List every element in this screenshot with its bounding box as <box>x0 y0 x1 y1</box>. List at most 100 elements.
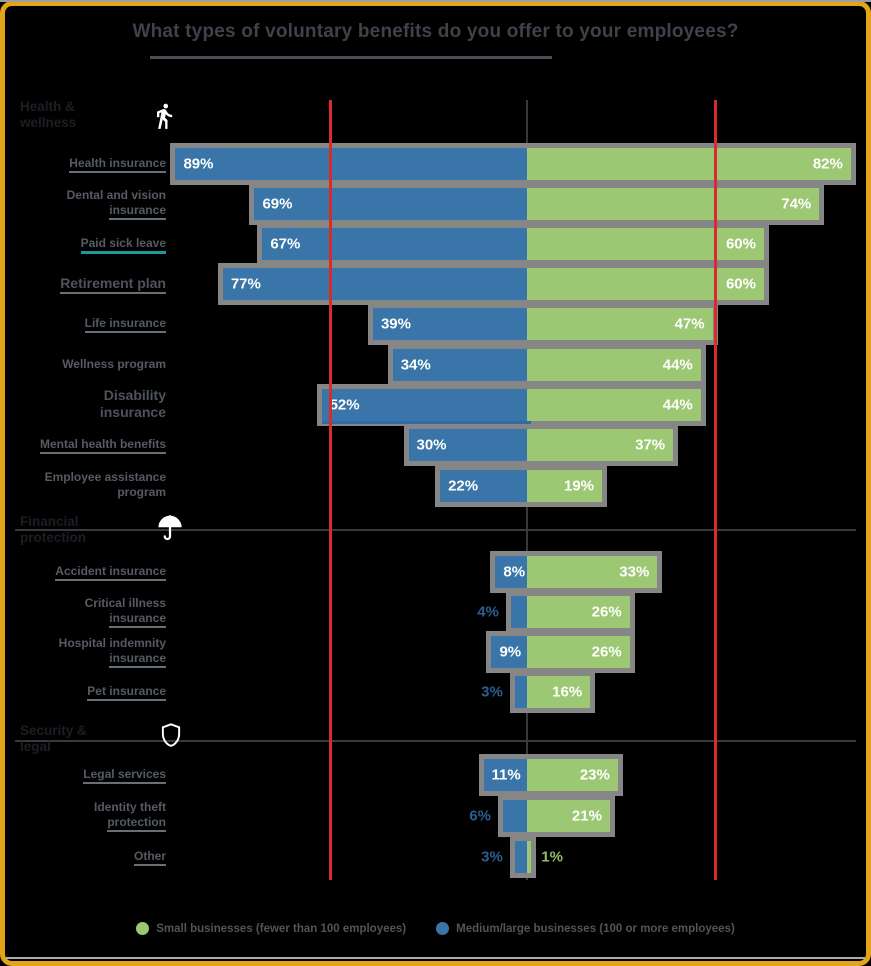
bar-value-left: 11% <box>491 766 521 784</box>
group-heading: Security & legal <box>20 723 87 754</box>
bar-right-green <box>526 268 764 300</box>
category-label[interactable]: Pet insurance <box>8 684 166 701</box>
bar-value-left: 3% <box>481 848 503 866</box>
umbrella-icon <box>155 511 185 548</box>
bar-value-left: 69% <box>262 195 293 213</box>
category-label[interactable]: Hospital indemnity insurance <box>8 636 166 668</box>
bar-row: 69% 74% <box>254 188 820 220</box>
shield-icon <box>158 721 184 756</box>
legend-label: Medium/large businesses (100 or more emp… <box>456 922 735 935</box>
bar-value-left: 22% <box>448 477 479 495</box>
bar-value-right: 26% <box>591 603 622 621</box>
bar-row: 52% 44% <box>321 389 701 421</box>
bar-left-blue <box>321 389 527 421</box>
bar-value-left: 30% <box>416 436 447 454</box>
legend: Small businesses (fewer than 100 employe… <box>0 922 871 935</box>
section-divider-line <box>15 529 856 531</box>
bar-right-green <box>526 228 764 260</box>
group-heading: Financial protection <box>20 514 86 545</box>
bar-value-left: 3% <box>481 683 503 701</box>
category-label[interactable]: Dental and vision insurance <box>8 188 166 220</box>
bar-right-green <box>527 429 674 461</box>
title-underline-rule <box>150 56 552 59</box>
bar-row: 11% 23% <box>483 759 618 791</box>
legend-label: Small businesses (fewer than 100 employe… <box>156 922 407 935</box>
bar-row: 3% 1% <box>481 841 563 873</box>
category-label[interactable]: Paid sick leave <box>8 236 166 254</box>
bar-right-green <box>526 188 820 220</box>
bar-value-left: 34% <box>400 356 431 374</box>
bar-left-blue <box>515 676 527 708</box>
category-label[interactable]: Identity theft protection <box>8 800 166 832</box>
bar-value-right: 23% <box>579 766 610 784</box>
bar-value-left: 89% <box>183 155 214 173</box>
bar-row: 4% 26% <box>477 596 630 628</box>
bar-left-blue <box>503 800 527 832</box>
bar-right-green <box>526 759 618 791</box>
bar-right-green <box>526 148 851 180</box>
category-label: Disability insurance <box>99 387 166 420</box>
bar-left-blue <box>495 556 527 588</box>
bar-row: 89% 82% <box>175 148 851 180</box>
bar-row: 22% 19% <box>440 470 603 502</box>
bar-value-right: 16% <box>552 683 583 701</box>
bar-value-left: 4% <box>477 603 499 621</box>
bar-value-left: 77% <box>230 275 261 293</box>
bar-row: 77% 60% <box>222 268 764 300</box>
bar-value-left: 8% <box>503 563 526 581</box>
bar-value-right: 44% <box>662 356 693 374</box>
category-label[interactable]: Critical illness insurance <box>8 596 166 628</box>
bar-row: 30% 37% <box>408 429 674 461</box>
bar-left-blue <box>483 759 527 791</box>
bar-value-right: 19% <box>564 477 595 495</box>
category-label[interactable]: Accident insurance <box>8 564 166 581</box>
bar-right-green <box>526 556 658 588</box>
section-divider-line <box>15 740 856 742</box>
bar-row: 39% 47% <box>372 308 713 340</box>
top-edge-strip <box>0 0 871 2</box>
blue-legend-dot <box>436 922 450 935</box>
bar-row: 34% 44% <box>392 349 701 381</box>
bar-right-green <box>526 308 713 340</box>
bar-left-blue <box>175 148 527 180</box>
bar-left-blue <box>491 636 527 668</box>
category-label[interactable]: Health insurance <box>8 156 166 173</box>
bar-value-right: 21% <box>571 807 602 825</box>
bar-row: 8% 33% <box>495 556 658 588</box>
bar-left-blue <box>511 596 527 628</box>
bar-value-right: 82% <box>812 155 843 173</box>
bar-value-right: 1% <box>541 848 563 866</box>
bar-right-green <box>526 470 603 502</box>
bar-value-left: 6% <box>469 807 491 825</box>
bar-left-blue <box>515 841 527 873</box>
category-label: Employee assistance program <box>44 470 166 499</box>
bar-value-right: 60% <box>725 275 756 293</box>
left-50pct-guide-line <box>329 100 332 880</box>
category-label[interactable]: Retirement plan <box>8 275 166 294</box>
category-label[interactable]: Mental health benefits <box>8 437 166 454</box>
bar-row: 9% 26% <box>491 636 630 668</box>
bottom-edge-strip <box>6 957 865 959</box>
bar-left-blue <box>254 188 527 220</box>
bar-value-right: 44% <box>662 396 693 414</box>
bar-value-left: 9% <box>499 643 522 661</box>
bar-value-left: 52% <box>329 396 360 414</box>
bar-value-right: 74% <box>781 195 812 213</box>
bar-value-left: 39% <box>380 315 411 333</box>
category-label[interactable]: Life insurance <box>8 316 166 333</box>
chart-title: What types of voluntary benefits do you … <box>132 21 739 42</box>
bar-left-blue <box>392 349 527 381</box>
bar-left-blue <box>408 429 527 461</box>
legend-item-small-businesses: Small businesses (fewer than 100 employe… <box>136 922 406 935</box>
bar-left-blue <box>222 268 527 300</box>
bar-right-green <box>526 389 701 421</box>
runner-icon <box>150 100 178 137</box>
right-50pct-guide-line <box>714 100 717 880</box>
bar-right-green <box>526 841 531 873</box>
legend-item-medium-large-businesses: Medium/large businesses (100 or more emp… <box>436 922 735 935</box>
bar-right-green <box>526 596 630 628</box>
bar-value-right: 37% <box>635 436 666 454</box>
category-label[interactable]: Legal services <box>8 767 166 784</box>
category-label[interactable]: Other <box>8 849 166 866</box>
